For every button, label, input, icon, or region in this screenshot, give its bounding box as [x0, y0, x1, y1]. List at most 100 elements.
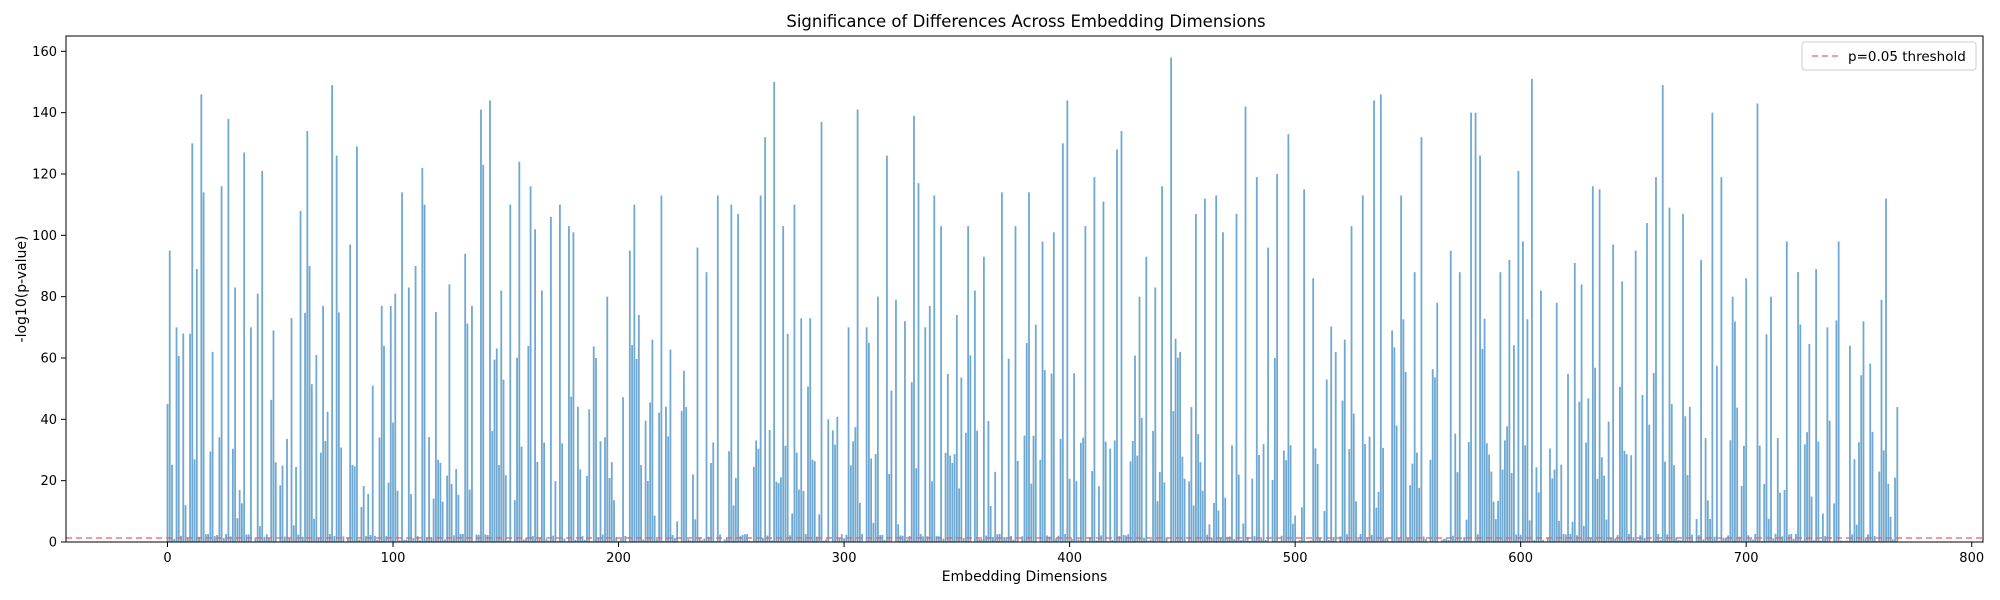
bar-dimension-52 — [283, 536, 286, 542]
bar-dimension-621 — [1567, 373, 1569, 542]
bar-dimension-723 — [1797, 272, 1799, 542]
bar-dimension-30 — [234, 287, 237, 542]
bar-dimension-181 — [574, 539, 577, 542]
bar-dimension-538 — [1379, 94, 1382, 543]
bar-dimension-623 — [1571, 521, 1574, 542]
bar-dimension-481 — [1251, 478, 1254, 542]
x-tick-label: 100 — [381, 551, 406, 566]
bar-dimension-427 — [1129, 461, 1132, 542]
bar-dimension-244 — [716, 195, 719, 542]
bar-dimension-691 — [1724, 537, 1727, 542]
bar-dimension-337 — [926, 536, 929, 542]
bar-dimension-163 — [534, 229, 536, 542]
bar-dimension-349 — [953, 454, 956, 542]
bar-dimension-645 — [1621, 281, 1624, 542]
bar-dimension-45 — [268, 537, 270, 542]
bar-dimension-141 — [484, 534, 487, 542]
bar-dimension-160 — [527, 345, 530, 542]
bar-dimension-275 — [786, 333, 789, 542]
bar-dimension-115 — [425, 537, 428, 542]
bar-dimension-736 — [1826, 327, 1829, 542]
bar-dimension-365 — [989, 505, 992, 542]
bar-dimension-568 — [1447, 539, 1450, 542]
bar-dimension-533 — [1368, 436, 1371, 542]
bar-dimension-442 — [1163, 482, 1166, 542]
bar-dimension-440 — [1158, 472, 1161, 542]
bar-dimension-145 — [493, 359, 496, 542]
bar-dimension-65 — [313, 518, 315, 542]
bar-dimension-685 — [1711, 112, 1714, 543]
bar-dimension-42 — [261, 170, 264, 542]
bar-dimension-225 — [674, 537, 676, 542]
bar-dimension-728 — [1808, 343, 1811, 542]
bar-dimension-716 — [1781, 536, 1784, 542]
bar-dimension-589 — [1494, 519, 1497, 542]
bar-dimension-565 — [1440, 539, 1443, 542]
bar-dimension-560 — [1429, 459, 1432, 542]
bar-dimension-712 — [1772, 538, 1775, 542]
bar-dimension-139 — [480, 109, 482, 542]
bar-dimension-750 — [1858, 442, 1860, 542]
bar-dimension-394 — [1055, 538, 1057, 542]
bar-dimension-162 — [531, 536, 534, 542]
bar-dimension-487 — [1264, 539, 1267, 542]
y-axis-ticks: 0 20 40 60 80 100 120 140 160 — [32, 45, 66, 551]
bar-dimension-526 — [1352, 413, 1355, 542]
bar-dimension-495 — [1282, 450, 1285, 542]
bar-dimension-435 — [1147, 540, 1150, 542]
bar-dimension-766 — [1894, 477, 1896, 542]
bar-dimension-206 — [631, 345, 633, 542]
bar-dimension-9 — [186, 538, 189, 542]
bar-dimension-639 — [1607, 421, 1610, 542]
bar-dimension-729 — [1810, 496, 1813, 542]
bar-dimension-60 — [301, 536, 304, 542]
bar-dimension-443 — [1165, 537, 1168, 542]
bar-dimension-310 — [865, 327, 868, 542]
bar-dimension-418 — [1109, 448, 1112, 542]
bar-dimension-451 — [1183, 478, 1186, 542]
bar-dimension-2 — [171, 464, 173, 542]
bar-dimension-646 — [1623, 450, 1626, 542]
bar-dimension-221 — [665, 406, 667, 542]
bar-dimension-363 — [985, 535, 988, 542]
bar-dimension-561 — [1431, 369, 1434, 542]
bar-dimension-328 — [906, 539, 909, 542]
bar-dimension-112 — [419, 540, 421, 542]
bar-dimension-297 — [836, 416, 839, 542]
bar-dimension-408 — [1086, 540, 1089, 542]
bar-dimension-268 — [771, 540, 773, 542]
bar-dimension-631 — [1589, 537, 1592, 542]
bar-dimension-682 — [1704, 438, 1707, 542]
bar-dimension-91 — [371, 385, 374, 542]
bar-dimension-78 — [342, 536, 345, 542]
bar-dimension-74 — [333, 536, 336, 542]
bar-dimension-361 — [980, 539, 983, 542]
bar-dimension-445 — [1170, 57, 1172, 542]
bar-dimension-147 — [498, 465, 500, 542]
bar-dimension-242 — [712, 442, 715, 542]
bar-dimension-249 — [728, 451, 730, 542]
bar-dimension-549 — [1404, 371, 1407, 542]
bar-dimension-330 — [910, 382, 913, 542]
bar-dimension-377 — [1016, 460, 1019, 542]
bar-dimension-764 — [1889, 516, 1892, 542]
bar-dimension-313 — [872, 522, 875, 542]
bar-dimension-183 — [579, 469, 582, 542]
bar-dimension-205 — [628, 250, 631, 543]
bar-dimension-63 — [308, 266, 311, 542]
bar-dimension-233 — [692, 474, 694, 542]
bar-dimension-580 — [1474, 112, 1477, 543]
bar-dimension-547 — [1400, 195, 1403, 542]
bar-dimension-612 — [1546, 538, 1549, 542]
bar-dimension-482 — [1253, 536, 1256, 542]
bar-dimension-569 — [1449, 250, 1452, 543]
bar-dimension-216 — [653, 515, 656, 542]
x-axis-title: Embedding Dimensions — [942, 569, 1108, 585]
bar-dimension-341 — [935, 536, 938, 542]
bar-dimension-116 — [428, 437, 430, 542]
bar-dimension-570 — [1452, 535, 1454, 542]
bar-dimension-258 — [748, 540, 751, 542]
bar-dimension-77 — [340, 447, 343, 542]
bar-dimension-329 — [908, 535, 911, 542]
bar-dimension-525 — [1350, 226, 1353, 542]
